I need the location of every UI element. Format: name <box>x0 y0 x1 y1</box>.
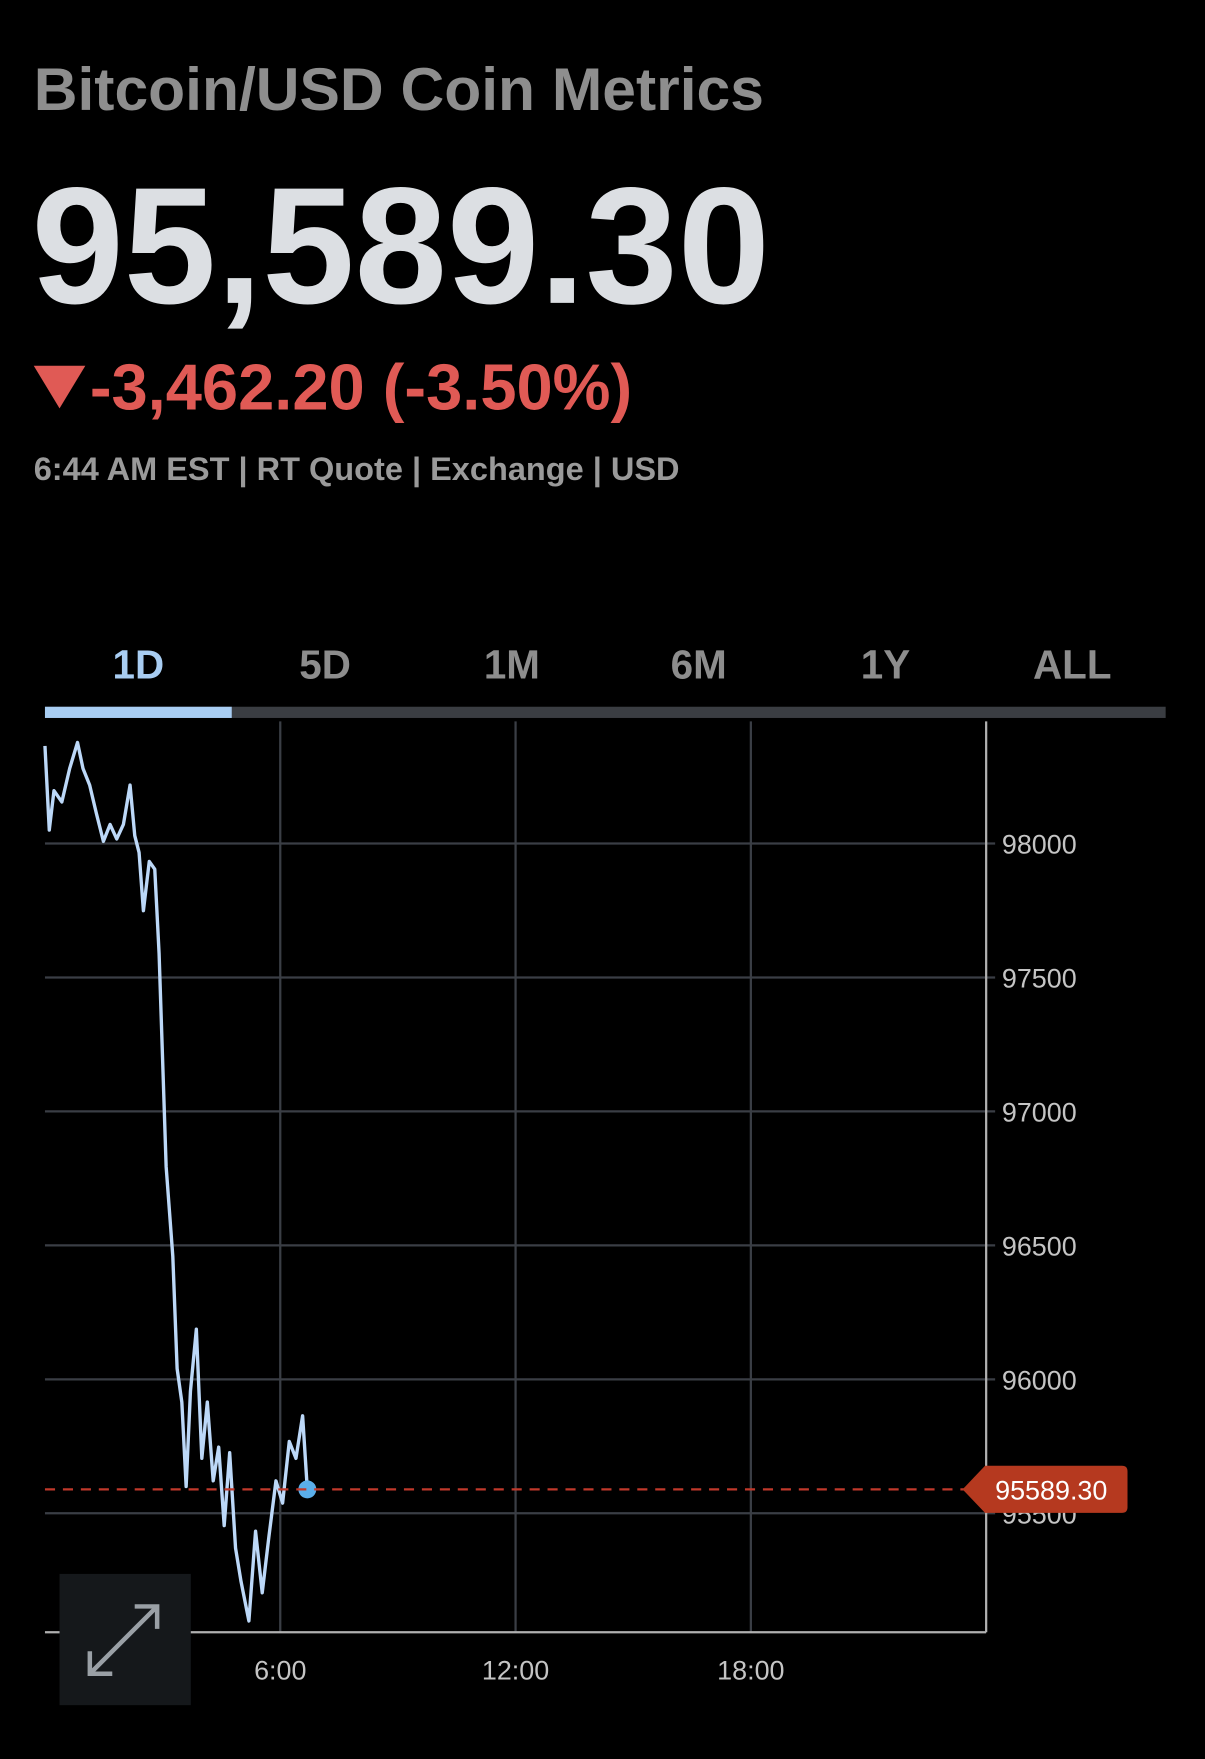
change: -3,462.20 (-3.50%) <box>90 350 632 423</box>
x-tick-label: 18:00 <box>717 1655 784 1685</box>
down-arrow <box>33 365 86 409</box>
tab-bar: 1D 5D 1M 6M 1Y ALL <box>44 642 1112 718</box>
tab[interactable]: 1Y <box>861 642 910 688</box>
expand-button[interactable] <box>59 1573 191 1706</box>
tab-track <box>44 706 1166 718</box>
x-tick-label: 6:00 <box>254 1655 306 1685</box>
y-tick-label: 98000 <box>1002 830 1077 860</box>
price: 95,589.30 <box>31 154 770 339</box>
active-tab-indicator <box>44 706 232 718</box>
chart: 6:00 12:00 18:0095500960009650097000975009… <box>43 721 1128 1685</box>
price-line <box>43 740 309 1623</box>
y-tick-label: 96500 <box>1002 1231 1077 1261</box>
title: Bitcoin/USD Coin Metrics <box>34 55 764 123</box>
tab[interactable]: 1D <box>113 642 165 688</box>
y-tick-label: 96000 <box>1002 1365 1077 1395</box>
y-tick-label: 97500 <box>1002 964 1077 994</box>
y-tick-label: 97000 <box>1002 1098 1077 1128</box>
last-point <box>298 1480 317 1499</box>
tab[interactable]: ALL <box>1033 642 1111 688</box>
expand-icon[interactable] <box>87 1604 160 1676</box>
tab[interactable]: 5D <box>299 642 351 688</box>
x-tick-label: 12:00 <box>482 1655 549 1685</box>
tab[interactable]: 6M <box>671 642 727 688</box>
tab[interactable]: 1M <box>484 642 540 688</box>
price-badge-label: 95589.30 <box>995 1475 1107 1505</box>
price-badge <box>962 1465 1128 1513</box>
quote-info: 6:44 AM EST | RT Quote | Exchange | USD <box>34 451 680 487</box>
